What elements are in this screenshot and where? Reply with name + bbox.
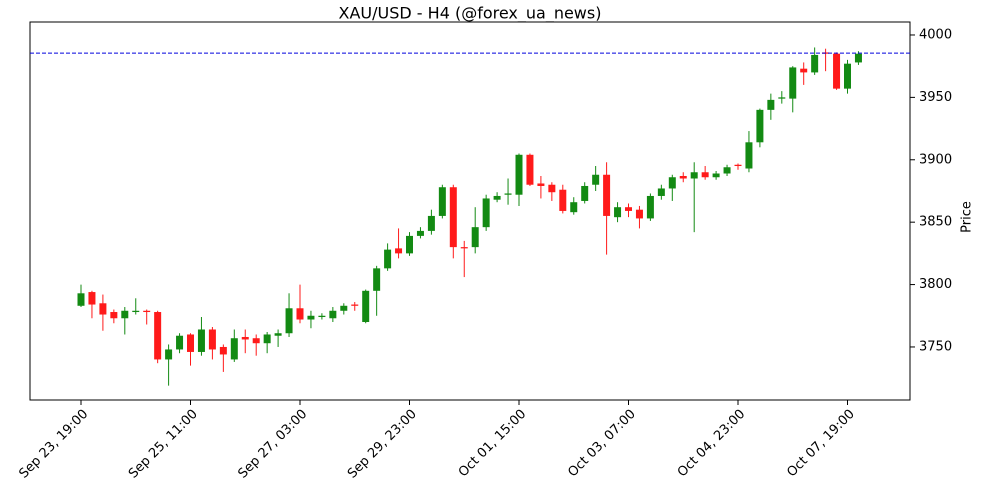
candle-body (635, 209, 643, 219)
candle-body (668, 177, 676, 189)
plot-frame (29, 21, 911, 401)
candle-body (854, 53, 862, 63)
candle-body (559, 189, 567, 211)
candle-body (395, 248, 403, 254)
candle-body (121, 310, 129, 319)
candle-body (657, 188, 665, 196)
candle-body (767, 99, 775, 110)
candle-body (219, 346, 227, 355)
candle-body (756, 109, 764, 143)
x-tick-label: Sep 25, 11:00 (126, 407, 201, 482)
candle-body (800, 68, 808, 73)
y-tick-label: 3800 (919, 277, 952, 292)
candle-body (427, 215, 435, 231)
candle-body (143, 310, 151, 313)
candle-body (373, 268, 381, 291)
candle-body (844, 63, 851, 89)
candle-body (734, 164, 742, 167)
candle-body (690, 172, 698, 179)
candle-body (548, 184, 556, 193)
candle-body (362, 290, 370, 323)
candle-body (712, 173, 720, 178)
candle-body (274, 333, 282, 336)
candle-body (416, 230, 424, 236)
candle-body (318, 315, 326, 318)
candle-body (493, 195, 501, 200)
x-tick-label: Sep 23, 19:00 (16, 407, 91, 482)
candle-body (570, 202, 578, 213)
candle-body (197, 329, 205, 352)
candle-body (515, 154, 523, 195)
candle-body (285, 308, 293, 334)
candle-body (230, 338, 238, 360)
candle-body (504, 193, 512, 195)
candle-body (460, 247, 468, 249)
candle-body (603, 174, 611, 216)
candle-body (110, 312, 118, 319)
candle-body (745, 142, 753, 169)
candle-body (449, 187, 457, 248)
candle-body (482, 198, 490, 228)
x-tick-label: Sep 27, 03:00 (235, 407, 310, 482)
candle-body (351, 304, 359, 306)
candle-body (99, 303, 107, 315)
chart-title: XAU/USD - H4 (@forex_ua_news) (339, 4, 602, 24)
x-tick-label: Oct 04, 23:00 (675, 407, 748, 480)
candle-body (132, 310, 140, 313)
candle-body (537, 183, 545, 186)
candle-body (701, 172, 709, 178)
candle-body (165, 349, 173, 360)
candle-body (384, 249, 392, 269)
x-tick-label: Sep 29, 23:00 (345, 407, 420, 482)
candle-body (77, 293, 85, 306)
candle-body (646, 195, 654, 219)
candle-body (679, 175, 687, 179)
candle-body (811, 54, 819, 73)
y-tick-label: 3850 (919, 215, 952, 230)
candle-body (307, 315, 315, 320)
candle-body (208, 329, 216, 350)
candle-body (625, 207, 632, 211)
candle-body (241, 336, 249, 340)
candle-body (723, 167, 731, 174)
candle-body (187, 334, 194, 352)
candle-body (614, 207, 622, 218)
y-tick-label: 3900 (919, 152, 952, 167)
candle-body (592, 174, 600, 185)
x-tick-label: Oct 07, 19:00 (784, 407, 857, 480)
candle-body (88, 292, 96, 305)
x-tick-label: Oct 01, 15:00 (456, 407, 529, 480)
candle-body (340, 305, 348, 311)
candle-body (176, 335, 184, 350)
y-tick-label: 3950 (919, 90, 952, 105)
y-tick-label: 4000 (919, 27, 952, 42)
y-tick-label: 3750 (919, 339, 952, 354)
candle-body (252, 338, 260, 344)
candle-body (778, 97, 786, 99)
candle-body (406, 235, 413, 254)
candle-body (154, 312, 162, 360)
candle-body (833, 53, 841, 89)
candle-body (438, 187, 446, 216)
candle-body (526, 154, 534, 185)
candle-body (296, 308, 304, 320)
candle-body (471, 227, 479, 248)
y-axis-label: Price (960, 201, 975, 233)
x-tick-label: Oct 03, 07:00 (565, 407, 638, 480)
candle-body (581, 185, 589, 201)
candle-body (329, 310, 337, 319)
candle-body (263, 334, 271, 344)
candle-body (789, 67, 797, 99)
